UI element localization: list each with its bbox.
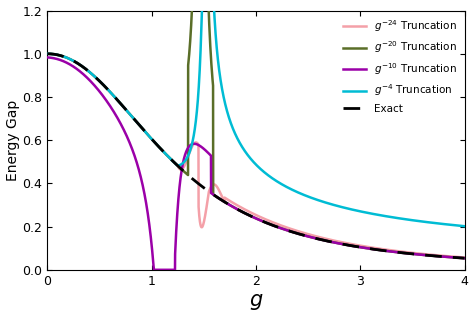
$g^{-20}$ Truncation xyxy=(297,232,302,236)
Legend: $g^{-24}$ Truncation, $g^{-20}$ Truncation, $g^{-10}$ Truncation, $g^{-4}$ Trunc: $g^{-24}$ Truncation, $g^{-20}$ Truncati… xyxy=(339,14,461,118)
$g^{-4}$ Truncation xyxy=(435,222,440,225)
$g^{-10}$ Truncation xyxy=(312,236,318,240)
Exact xyxy=(312,236,318,240)
Exact xyxy=(148,137,154,141)
Line: $g^{-20}$ Truncation: $g^{-20}$ Truncation xyxy=(47,0,465,258)
Line: $g^{-24}$ Truncation: $g^{-24}$ Truncation xyxy=(47,54,465,258)
$g^{-10}$ Truncation xyxy=(462,256,467,260)
$g^{-4}$ Truncation xyxy=(462,224,467,228)
$g^{-24}$ Truncation xyxy=(297,230,302,234)
Exact xyxy=(45,52,50,56)
Line: $g^{-4}$ Truncation: $g^{-4}$ Truncation xyxy=(47,0,465,226)
X-axis label: g: g xyxy=(249,290,263,310)
$g^{-20}$ Truncation xyxy=(343,243,349,247)
$g^{-10}$ Truncation xyxy=(151,268,157,272)
$g^{-20}$ Truncation xyxy=(462,256,467,260)
$g^{-20}$ Truncation xyxy=(435,254,440,258)
$g^{-4}$ Truncation xyxy=(297,191,302,195)
$g^{-10}$ Truncation xyxy=(343,243,349,247)
$g^{-24}$ Truncation xyxy=(242,208,247,211)
$g^{-20}$ Truncation xyxy=(148,137,154,141)
Exact xyxy=(242,211,247,215)
Exact xyxy=(462,256,467,260)
$g^{-4}$ Truncation xyxy=(242,149,247,153)
$g^{-10}$ Truncation xyxy=(242,211,247,215)
Y-axis label: Energy Gap: Energy Gap xyxy=(6,100,19,181)
$g^{-10}$ Truncation xyxy=(148,240,154,243)
Exact xyxy=(435,254,440,258)
$g^{-20}$ Truncation xyxy=(45,52,50,56)
$g^{-10}$ Truncation xyxy=(45,56,50,59)
$g^{-20}$ Truncation xyxy=(312,236,318,240)
$g^{-24}$ Truncation xyxy=(435,253,440,257)
$g^{-10}$ Truncation xyxy=(435,254,440,258)
$g^{-24}$ Truncation xyxy=(343,241,349,245)
$g^{-10}$ Truncation xyxy=(297,232,302,236)
$g^{-24}$ Truncation xyxy=(462,256,467,259)
$g^{-4}$ Truncation xyxy=(312,197,318,201)
Exact xyxy=(343,243,349,247)
$g^{-4}$ Truncation xyxy=(343,206,349,210)
$g^{-24}$ Truncation xyxy=(148,137,154,141)
Exact xyxy=(297,232,302,236)
$g^{-24}$ Truncation xyxy=(45,52,50,56)
Line: $g^{-10}$ Truncation: $g^{-10}$ Truncation xyxy=(47,58,465,270)
$g^{-4}$ Truncation xyxy=(148,137,154,141)
$g^{-20}$ Truncation xyxy=(190,0,195,2)
$g^{-20}$ Truncation xyxy=(242,211,247,215)
$g^{-4}$ Truncation xyxy=(45,52,50,56)
Line: Exact: Exact xyxy=(47,54,465,258)
$g^{-24}$ Truncation xyxy=(312,234,318,238)
